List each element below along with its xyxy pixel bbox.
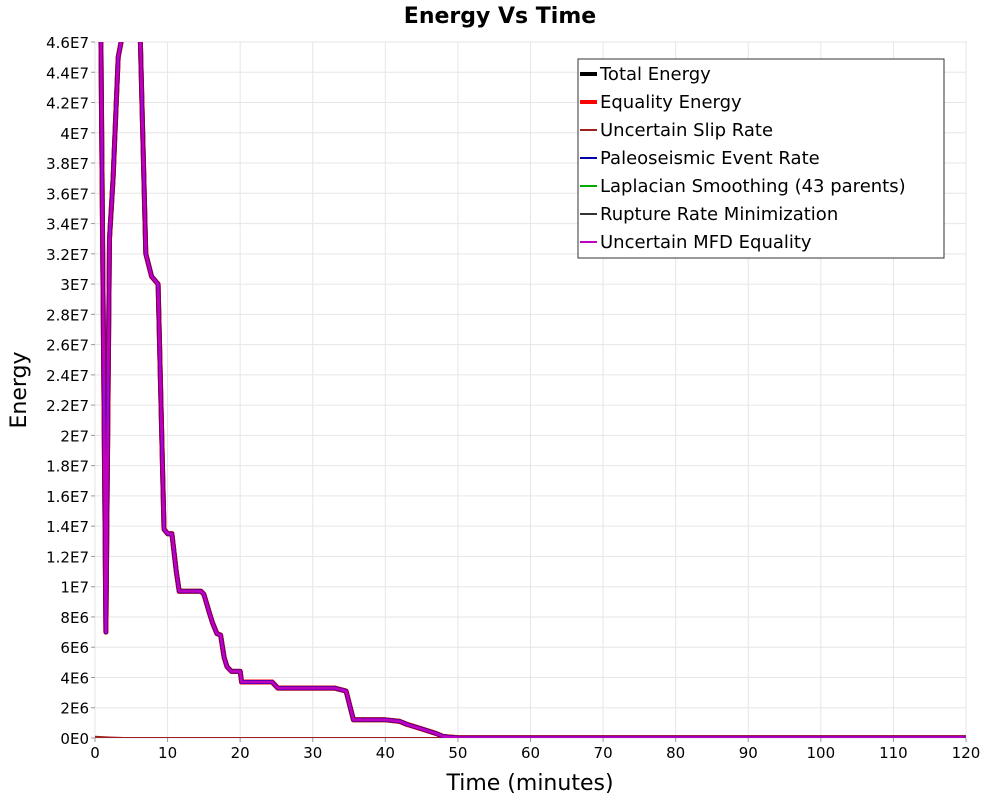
legend-label: Equality Energy: [600, 92, 742, 113]
x-tick-label: 110: [879, 744, 908, 762]
x-tick-label: 100: [807, 744, 836, 762]
legend-label: Total Energy: [599, 64, 711, 85]
legend-label: Paleoseismic Event Rate: [600, 148, 820, 169]
y-tick-label: 4E6: [60, 669, 89, 687]
x-tick-label: 0: [90, 744, 100, 762]
x-tick-label: 10: [158, 744, 177, 762]
y-tick-label: 4.2E7: [46, 95, 89, 113]
y-tick-label: 4.4E7: [46, 64, 89, 82]
legend-label: Laplacian Smoothing (43 parents): [600, 176, 906, 197]
y-tick-label: 2.4E7: [46, 367, 89, 385]
y-tick-label: 0E0: [60, 730, 89, 748]
x-tick-label: 60: [521, 744, 540, 762]
y-tick-label: 2E7: [60, 427, 89, 445]
y-tick-label: 2.6E7: [46, 337, 89, 355]
x-axis-title: Time (minutes): [445, 771, 613, 796]
series-line-uncertain-mfd-equality: [99, 42, 966, 738]
y-tick-label: 2.8E7: [46, 306, 89, 324]
x-tick-label: 50: [448, 744, 467, 762]
y-tick-label: 1.6E7: [46, 488, 89, 506]
legend: Total Energy Equality Energy Uncertain Sli…: [577, 58, 945, 259]
chart-title: Energy Vs Time: [404, 4, 596, 29]
y-tick-label: 3.6E7: [46, 185, 89, 203]
legend-box: [577, 58, 945, 259]
y-tick-label: 4.6E7: [46, 34, 89, 52]
y-tick-label: 4E7: [60, 125, 89, 143]
y-tick-label: 3.8E7: [46, 155, 89, 173]
series-line-uncertain-slip-rate: [95, 735, 966, 738]
legend-label: Uncertain Slip Rate: [600, 120, 773, 141]
y-tick-label: 1.2E7: [46, 548, 89, 566]
legend-label: Uncertain MFD Equality: [600, 232, 812, 253]
x-tick-label: 40: [376, 744, 395, 762]
x-tick-label: 90: [739, 744, 758, 762]
x-tick-label: 20: [231, 744, 250, 762]
y-tick-label: 2E6: [60, 700, 89, 718]
axis-ticks: 0E0 2E6 4E6 6E6 8E6 1E7 1.2E7 1.4E7 1.6E7 1.8E7 2E…: [46, 34, 980, 762]
x-tick-label: 80: [666, 744, 685, 762]
x-tick-label: 30: [303, 744, 322, 762]
legend-items: Total Energy Equality Energy Uncertain Sli…: [580, 64, 906, 253]
y-tick-label: 3E7: [60, 276, 89, 294]
legend-label: Rupture Rate Minimization: [600, 204, 838, 225]
y-tick-label: 1.4E7: [46, 518, 89, 536]
x-tick-label: 70: [594, 744, 613, 762]
y-tick-label: 3.4E7: [46, 216, 89, 234]
y-axis-title: Energy: [7, 351, 32, 428]
y-tick-label: 3.2E7: [46, 246, 89, 264]
series-lines: [95, 42, 966, 738]
grid-lines: [94, 41, 967, 739]
y-tick-label: 1E7: [60, 579, 89, 597]
y-tick-label: 6E6: [60, 639, 89, 657]
y-tick-label: 1.8E7: [46, 458, 89, 476]
y-tick-label: 2.2E7: [46, 397, 89, 415]
y-tick-label: 8E6: [60, 609, 89, 627]
x-tick-label: 120: [952, 744, 981, 762]
